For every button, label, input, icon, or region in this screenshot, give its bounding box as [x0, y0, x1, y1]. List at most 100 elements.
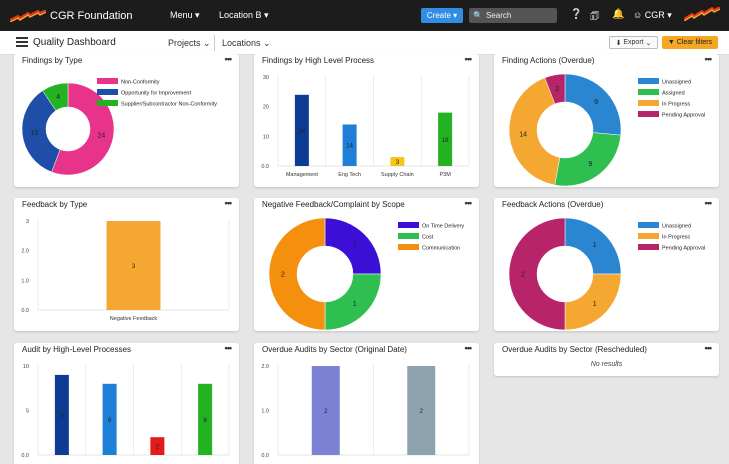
card-title: Feedback by Type	[22, 200, 88, 209]
slice-value-label: 4	[56, 94, 60, 101]
card-options-icon[interactable]: •••	[704, 198, 713, 208]
search-input[interactable]: 🔍 Search	[469, 8, 557, 23]
x-tick-label: Eng Tech	[338, 172, 361, 178]
brand[interactable]: CGR Foundation	[10, 7, 133, 25]
bar[interactable]	[407, 366, 436, 455]
legend-label[interactable]: Assigned	[662, 91, 685, 97]
help-icon[interactable]: ❔	[570, 9, 583, 20]
y-tick-label: 3	[26, 219, 29, 225]
overdue-audits-rescheduled-card: Overdue Audits by Sector (Rescheduled) •…	[494, 343, 719, 376]
menu-dropdown[interactable]: Menu ▾	[170, 10, 200, 20]
audit-by-process-card: Audit by High-Level Processes ••• 0.0 5 10…	[14, 343, 239, 464]
legend-label[interactable]: Unassigned	[662, 80, 691, 86]
bar[interactable]	[54, 374, 69, 455]
bar-value-label: 3	[132, 264, 136, 270]
card-title: Findings by High Level Process	[262, 56, 375, 65]
slice-value-label: 15	[30, 130, 38, 137]
export-button[interactable]: ⬇ Export ⌄	[609, 36, 658, 49]
legend-label[interactable]: In Progress	[662, 102, 690, 108]
pie-slice[interactable]	[324, 273, 382, 331]
card-options-icon[interactable]: •••	[224, 198, 233, 208]
bar[interactable]	[150, 437, 165, 455]
legend-label[interactable]: Pending Approval	[662, 113, 705, 119]
overdue-audits-original-chart: 0.0 1.0 2.0 2 2	[261, 364, 470, 459]
pie-slice[interactable]	[268, 217, 326, 331]
feedback-by-type-chart: 0.0 1.0 2.0 3 3 Negative Feedback	[21, 219, 230, 322]
y-tick-label: 20	[263, 105, 269, 111]
bar[interactable]	[438, 112, 453, 166]
slice-value-label: 2	[521, 272, 525, 279]
bar-value-label: 18	[442, 138, 449, 144]
pie-slice[interactable]	[564, 73, 622, 136]
bar-value-label: 24	[299, 129, 306, 135]
company-logo-icon	[684, 7, 720, 21]
negative-feedback-scope-card: Negative Feedback/Complaint by Scope •••…	[254, 198, 479, 331]
slice-value-label: 24	[98, 133, 106, 140]
pie-slice[interactable]	[324, 217, 382, 275]
slice-value-label: 14	[519, 131, 527, 138]
search-placeholder: Search	[485, 11, 512, 20]
hamburger-menu-icon[interactable]	[16, 37, 28, 47]
legend-label[interactable]: Pending Approval	[662, 246, 705, 252]
legend-label[interactable]: Unassigned	[662, 224, 691, 230]
bar-value-label: 2	[156, 445, 160, 451]
chevron-down-icon: ⌄	[263, 38, 271, 48]
bar[interactable]	[342, 124, 357, 166]
slice-value-label: 9	[588, 161, 592, 168]
create-button[interactable]: Create ▾	[421, 8, 463, 23]
slice-value-label: 9	[594, 99, 598, 106]
legend-label[interactable]: Opportunity for Improvement	[121, 91, 191, 97]
page-title: Quality Dashboard	[33, 37, 116, 48]
pie-slice[interactable]	[21, 90, 61, 173]
bar[interactable]	[106, 221, 161, 310]
y-tick-label: 10	[23, 364, 29, 370]
bar-value-label: 3	[396, 160, 400, 166]
download-icon: ⬇	[615, 39, 624, 47]
chevron-down-icon: ⌄	[643, 39, 652, 47]
legend-label[interactable]: In Progress	[662, 235, 690, 241]
x-tick-label: P3M	[439, 172, 451, 178]
legend-label[interactable]: Non-Conformity	[121, 80, 160, 86]
card-options-icon[interactable]: •••	[464, 198, 473, 208]
pie-slice[interactable]	[554, 132, 622, 187]
bar[interactable]	[102, 383, 117, 455]
findings-by-process-chart: 0.0 10 20 30 24 Management 14 Eng Tech 3 Supply C…	[261, 75, 470, 178]
bar[interactable]	[198, 383, 213, 455]
card-options-icon[interactable]: •••	[704, 54, 713, 64]
legend-label[interactable]: Cost	[422, 235, 434, 241]
pie-slice[interactable]	[544, 73, 566, 105]
documents-icon[interactable]: 🗊	[590, 11, 600, 22]
card-options-icon[interactable]: •••	[464, 343, 473, 353]
bar[interactable]	[390, 157, 405, 166]
audit-by-process-chart: 0.0 5 10 9 8 2 8	[21, 364, 230, 459]
legend-swatch	[97, 100, 118, 106]
x-tick-label: Negative Feedback	[110, 316, 158, 322]
bar-value-label: 14	[346, 144, 353, 150]
locations-filter-dropdown[interactable]: Locations ⌄	[222, 38, 271, 49]
legend-label[interactable]: Supplier/Subcontractor Non-Conformity	[121, 102, 217, 108]
bar-value-label: 9	[60, 413, 64, 419]
legend-label[interactable]: Communication	[422, 246, 460, 252]
notifications-bell-icon[interactable]: 🔔	[612, 9, 625, 20]
pie-slice[interactable]	[508, 77, 561, 186]
y-tick-label: 2.0	[21, 249, 29, 255]
card-options-icon[interactable]: •••	[704, 343, 713, 353]
card-options-icon[interactable]: •••	[464, 54, 473, 64]
pie-slice[interactable]	[564, 217, 622, 275]
clear-filters-button[interactable]: ▼ Clear filters	[662, 36, 718, 49]
pie-slice[interactable]	[508, 217, 566, 331]
pie-slice[interactable]	[564, 273, 622, 331]
legend-swatch	[638, 89, 659, 95]
card-options-icon[interactable]: •••	[224, 54, 233, 64]
legend-label[interactable]: On Time Delivery	[422, 224, 464, 230]
bar[interactable]	[311, 366, 340, 455]
location-dropdown[interactable]: Location B ▾	[219, 10, 269, 20]
legend-swatch	[97, 78, 118, 84]
y-tick-label: 2.0	[261, 364, 269, 370]
projects-filter-dropdown[interactable]: Projects ⌄	[168, 38, 211, 49]
user-menu[interactable]: ☺ CGR ▾	[633, 10, 672, 21]
bar-value-label: 2	[324, 409, 328, 415]
bar[interactable]	[294, 94, 309, 166]
card-options-icon[interactable]: •••	[224, 343, 233, 353]
pie-slice[interactable]	[42, 82, 69, 111]
